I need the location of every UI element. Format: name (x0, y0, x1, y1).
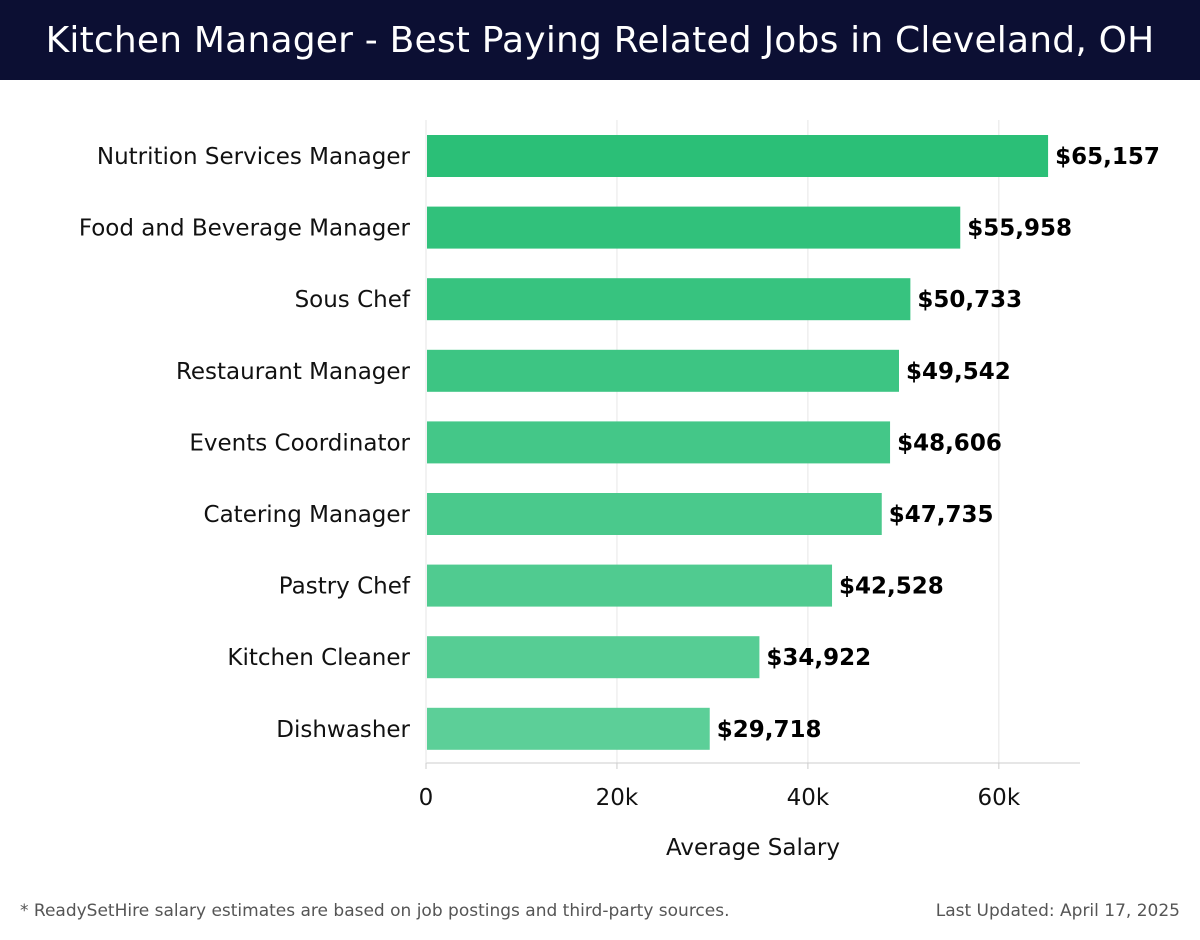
category-label: Catering Manager (204, 502, 411, 528)
category-label: Pastry Chef (279, 574, 411, 600)
x-tick-label: 0 (419, 785, 434, 811)
header-bar: Kitchen Manager - Best Paying Related Jo… (0, 0, 1200, 80)
data-label: $49,542 (906, 359, 1011, 385)
category-label: Nutrition Services Manager (97, 144, 411, 170)
data-label: $48,606 (897, 430, 1002, 456)
bar (427, 421, 891, 464)
data-label: $47,735 (889, 502, 994, 528)
bar (427, 135, 1049, 177)
data-label: $34,922 (766, 645, 871, 671)
salary-bar-chart: 0 20k 40k 60k Average Salary Nutrition Servic… (79, 120, 1160, 861)
category-label: Food and Beverage Manager (79, 216, 411, 242)
x-axis-title: Average Salary (666, 835, 840, 861)
chart-area: 0 20k 40k 60k Average Salary Nutrition Servic… (0, 80, 1200, 890)
data-label: $42,528 (839, 574, 944, 600)
bar (427, 636, 760, 679)
bar (427, 206, 961, 249)
x-tick-label: 40k (787, 785, 830, 811)
x-tick-label: 20k (596, 785, 639, 811)
data-label: $29,718 (717, 717, 822, 743)
category-label: Events Coordinator (189, 430, 410, 456)
bar (427, 707, 710, 750)
category-label: Kitchen Cleaner (227, 645, 410, 671)
bar (427, 349, 899, 392)
bar (427, 564, 833, 607)
bar (427, 493, 882, 535)
x-tick-label: 60k (978, 785, 1021, 811)
category-label: Sous Chef (295, 287, 411, 313)
data-label: $65,157 (1055, 144, 1160, 170)
page-title: Kitchen Manager - Best Paying Related Jo… (45, 19, 1155, 61)
footer-last-updated: Last Updated: April 17, 2025 (935, 901, 1180, 921)
footer-disclaimer: * ReadySetHire salary estimates are base… (20, 901, 730, 921)
data-label: $50,733 (917, 287, 1022, 313)
category-label: Restaurant Manager (176, 359, 411, 385)
data-label: $55,958 (967, 216, 1072, 242)
category-label: Dishwasher (276, 717, 410, 743)
bar (427, 278, 911, 321)
